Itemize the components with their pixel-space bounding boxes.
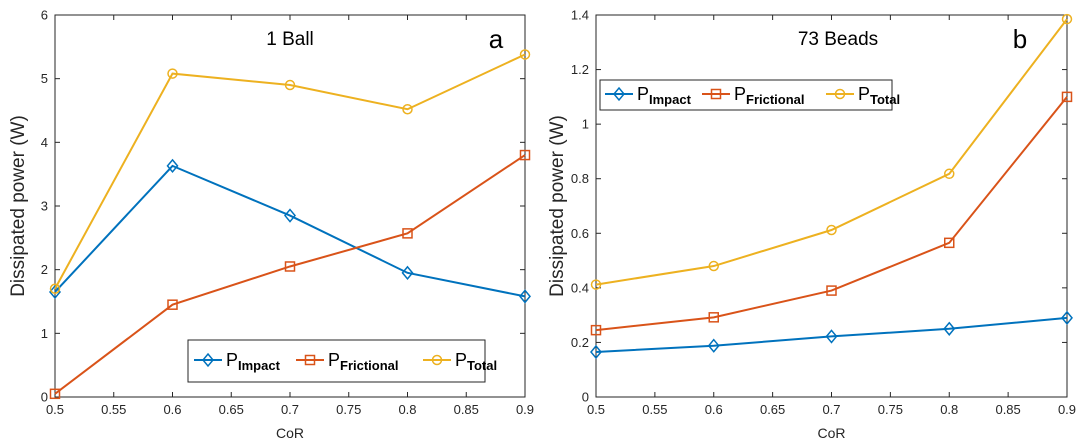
y-tick-label-a: 1 (41, 326, 48, 341)
data-point-impact-b (1061, 310, 1073, 326)
legend-label-total-b: PTotal (858, 84, 900, 107)
data-point-impact-a (284, 208, 296, 223)
x-tick-label-a: 0.75 (336, 402, 361, 417)
data-point-total-a (519, 49, 531, 60)
data-point-frictional-a (284, 261, 296, 272)
data-point-frictional-b (590, 324, 602, 336)
data-point-impact-b (707, 338, 720, 353)
y-tick-label-b: 0.2 (571, 335, 589, 350)
data-point-frictional-b (708, 312, 719, 323)
series-line-frictional-a (54, 154, 526, 395)
plot-area-b (595, 14, 1068, 398)
y-tick-label-b: 0.6 (571, 226, 589, 241)
x-tick-label-b: 0.7 (822, 402, 840, 417)
data-point-total-b (944, 168, 955, 180)
y-tick-label-b: 0.8 (571, 171, 589, 186)
data-point-impact-a (401, 265, 414, 281)
x-tick-label-b: 0.8 (940, 402, 958, 417)
data-point-total-a (402, 103, 413, 115)
chart-title-a: 1 Ball (266, 29, 314, 50)
x-tick-label-a: 0.6 (163, 402, 181, 417)
data-point-impact-a (49, 284, 61, 300)
series-line-total-a (54, 53, 526, 290)
chart-title-b: 73 Beads (798, 29, 878, 50)
data-point-total-b (708, 260, 719, 272)
x-tick-label-a: 0.8 (398, 402, 416, 417)
series-line-impact-a (54, 164, 526, 298)
legend-marker-total-b (834, 88, 846, 100)
x-tick-label-b: 0.9 (1058, 402, 1076, 417)
x-tick-label-a: 0.55 (101, 402, 126, 417)
x-tick-label-a: 0.85 (454, 402, 479, 417)
legend-label-impact-b: PImpact (637, 84, 692, 107)
legend-marker-frictional-b (710, 88, 722, 100)
data-point-frictional-b (944, 237, 955, 249)
chart-panel-a: 0.5 0.55 0.6 0.65 0.7 0.75 0.8 0.85 0.9 0 1 2 3 4 5 6 Co… (8, 8, 534, 442)
legend-b: PImpact PFrictional PTotal (599, 79, 900, 111)
y-tick-label-a: 2 (41, 262, 48, 277)
legend-marker-impact-a (202, 352, 214, 368)
y-axis-label-b: Dissipated power (W) (547, 115, 568, 297)
y-tick-label-a: 5 (41, 71, 48, 86)
x-tick-label-a: 0.9 (516, 402, 534, 417)
x-tick-label-b: 0.75 (878, 402, 903, 417)
y-tick-label-a: 6 (41, 8, 48, 23)
series-line-frictional-b (595, 96, 1068, 332)
x-tick-label-b: 0.85 (995, 402, 1020, 417)
data-point-total-b (1061, 13, 1073, 25)
data-point-impact-b (825, 329, 838, 344)
legend-marker-impact-b (613, 86, 625, 102)
panel-label-a: a (489, 24, 504, 54)
data-point-impact-a (519, 289, 531, 304)
y-tick-label-a: 4 (41, 135, 48, 150)
data-point-total-a (284, 79, 296, 91)
y-tick-label-b: 1.4 (571, 8, 589, 23)
legend-marker-total-a (431, 354, 443, 366)
data-point-total-b (590, 279, 602, 290)
data-point-impact-b (943, 321, 956, 336)
x-axis-label-a: CoR (276, 425, 304, 441)
legend-label-frictional-b: PFrictional (734, 84, 805, 107)
data-point-frictional-a (402, 228, 413, 239)
x-tick-label-a: 0.7 (281, 402, 299, 417)
data-point-total-b (826, 224, 837, 236)
y-tick-label-b: 0.4 (571, 280, 589, 295)
x-tick-label-b: 0.5 (587, 402, 605, 417)
x-tick-label-b: 0.6 (705, 402, 723, 417)
series-line-impact-b (595, 316, 1068, 353)
data-point-total-a (49, 283, 61, 295)
legend-label-total-a: PTotal (455, 350, 497, 373)
x-tick-label-a: 0.5 (46, 402, 64, 417)
legend-marker-frictional-a (304, 354, 316, 366)
data-point-frictional-b (1061, 91, 1073, 103)
y-axis-label-a: Dissipated power (W) (8, 115, 29, 297)
data-point-total-a (167, 68, 178, 79)
data-point-frictional-a (519, 149, 531, 161)
legend-a: PImpact PFrictional PTotal (187, 339, 497, 383)
legend-label-impact-a: PImpact (226, 350, 281, 373)
x-tick-label-b: 0.55 (642, 402, 667, 417)
y-tick-label-b: 1 (582, 117, 589, 132)
data-point-frictional-a (49, 388, 61, 400)
chart-panel-b: 0.5 0.55 0.6 0.65 0.7 0.75 0.8 0.85 0.9 0 0.2 0.4 0.… (547, 8, 1076, 442)
y-tick-label-b: 0 (582, 390, 589, 405)
x-tick-label-b: 0.65 (760, 402, 785, 417)
series-line-total-b (595, 18, 1068, 286)
data-point-frictional-b (826, 285, 837, 296)
x-axis-label-b: CoR (817, 425, 845, 441)
y-tick-label-a: 3 (41, 199, 48, 214)
data-point-impact-a (166, 158, 179, 174)
data-point-frictional-a (167, 299, 178, 310)
y-tick-label-b: 1.2 (571, 62, 589, 77)
y-tick-label-a: 0 (41, 390, 48, 405)
legend-label-frictional-a: PFrictional (328, 350, 399, 373)
panel-label-b: b (1013, 24, 1027, 54)
data-point-impact-b (590, 344, 602, 360)
x-tick-label-a: 0.65 (219, 402, 244, 417)
